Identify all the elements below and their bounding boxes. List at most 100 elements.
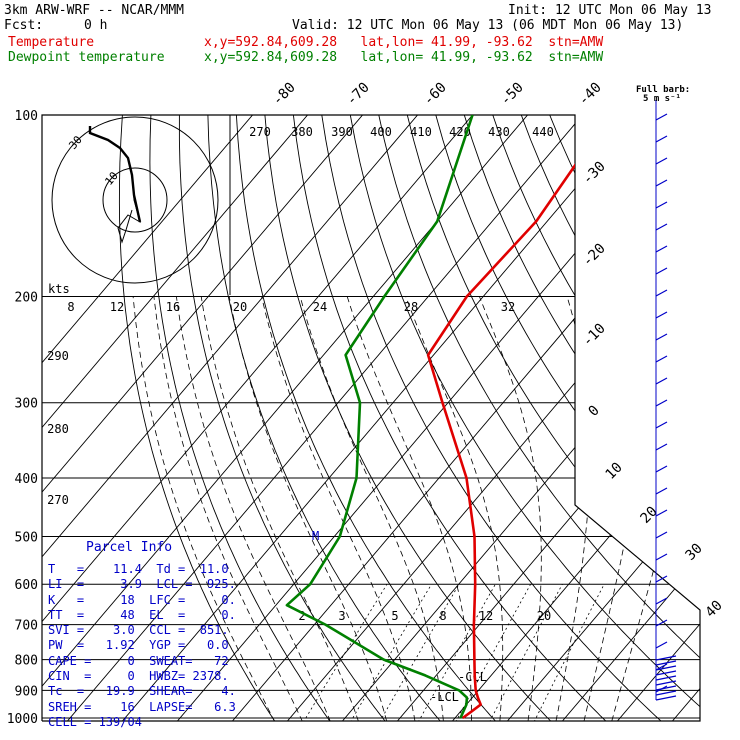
model-name: 3km ARW-WRF -- NCAR/MMM <box>4 3 185 18</box>
dewpoint-location: x,y=592.84,609.28 lat,lon= 41.99, -93.62… <box>204 50 604 65</box>
dry-adiabat-line <box>456 115 700 721</box>
dry-adiabat-line <box>178 115 394 721</box>
wind-barb <box>655 135 668 143</box>
dry-adiabat-line <box>118 115 282 721</box>
hodograph-ring-outer <box>51 116 219 284</box>
temperature-line <box>426 115 612 720</box>
wind-barb <box>655 531 668 539</box>
isotherm-label: -10 <box>580 321 609 350</box>
wind-barb-low <box>655 665 677 671</box>
theta-label: 390 <box>331 125 353 139</box>
wind-barbs <box>655 100 677 701</box>
parcel-row: TT = 48 EL = 0. <box>48 607 236 622</box>
wind-barb <box>655 597 668 605</box>
wind-barb <box>655 355 668 363</box>
plot-frame <box>41 114 701 722</box>
dry-adiabat-line <box>649 115 700 721</box>
mixing-ratio-label: 5 <box>391 609 398 623</box>
wind-barb <box>655 641 668 649</box>
isotherm-line <box>58 115 607 721</box>
theta-label: 440 <box>532 125 554 139</box>
isotherm-line <box>42 115 332 721</box>
isotherm-label: -70 <box>344 80 373 109</box>
dry-adiabat-line <box>594 115 700 721</box>
dewpoint-line <box>285 115 474 719</box>
isotherm-line <box>42 115 442 721</box>
pressure-tick-label: 900 <box>15 684 38 699</box>
moist-adiabat-line <box>261 296 417 721</box>
mixing-ratio-line <box>345 583 432 721</box>
isotherm-label: -80 <box>270 80 299 109</box>
dry-adiabat-label: 270 <box>47 493 69 507</box>
isotherm-line <box>223 115 700 721</box>
moist-adiabat-line <box>608 296 700 721</box>
hodograph-trace <box>88 126 142 223</box>
parcel-info-title: Parcel Info <box>86 540 173 555</box>
wind-barb-low <box>655 695 677 701</box>
dry-adiabat-label: 290 <box>47 349 69 363</box>
theta-label: 400 <box>370 125 392 139</box>
hodograph-speed-label: 24 <box>313 300 327 314</box>
dry-adiabat-line <box>428 115 700 721</box>
dry-adiabat-line <box>483 115 700 721</box>
parcel-row: K = 18 LFC = 0. <box>48 592 236 607</box>
sounding-series <box>285 115 612 720</box>
moist-adiabat-line <box>299 296 445 721</box>
moist-adiabat-line <box>176 296 335 721</box>
wind-barb <box>655 377 668 385</box>
theta-label: 270 <box>249 125 271 139</box>
pressure-tick-label: 600 <box>15 578 38 593</box>
theta-label: 410 <box>410 125 432 139</box>
mixing-ratio-line <box>450 584 531 721</box>
hodograph-speed-label: 32 <box>501 300 515 314</box>
wind-barb-low <box>655 690 677 696</box>
valid-time: Valid: 12 UTC Mon 06 May 13 (06 MDT Mon … <box>292 18 684 33</box>
dry-adiabat-line <box>538 115 700 721</box>
wind-barb <box>655 509 668 517</box>
moist-adiabat-line <box>200 296 362 721</box>
isotherm-line <box>42 115 387 721</box>
pressure-tick-label: 800 <box>15 654 38 669</box>
isotherm-line <box>553 115 700 721</box>
moist-adiabat-line <box>405 296 504 721</box>
wind-barb <box>655 619 668 627</box>
moist-adiabat-line <box>132 296 280 721</box>
isotherm-label: -40 <box>576 80 605 109</box>
moist-adiabat-line <box>228 296 390 721</box>
isotherm-line <box>278 115 700 721</box>
pressure-tick-label: 100 <box>15 109 38 124</box>
hodograph-ring-label: 10 <box>102 169 120 188</box>
level-label: -CCL <box>458 670 487 684</box>
wind-barb-low <box>655 685 677 691</box>
wind-barb <box>655 157 668 165</box>
theta-label: 380 <box>291 125 313 139</box>
wind-barb <box>655 443 668 451</box>
parcel-row: SREH = 16 LAPSE= 6.3 <box>48 699 236 714</box>
mixing-ratio-line <box>529 584 605 721</box>
wind-barb <box>655 663 668 671</box>
pressure-tick-label: 700 <box>15 619 38 634</box>
isotherm-line <box>388 115 700 721</box>
wind-barb-low <box>655 675 677 681</box>
parcel-row: SVI = 3.0 CCL = 851. <box>48 623 229 638</box>
dry-adiabat-label: 280 <box>47 422 69 436</box>
isotherm-line <box>443 115 700 721</box>
wind-barb <box>655 113 668 121</box>
forecast-hour: 0 h <box>84 18 108 33</box>
hodograph-speed-label: 16 <box>166 300 180 314</box>
isotherm-line <box>608 115 700 721</box>
hodograph-speed-label: 28 <box>404 300 418 314</box>
wind-barb <box>655 201 668 209</box>
wind-barb <box>655 289 668 297</box>
wind-barb <box>655 311 668 319</box>
parcel-info-table: T = 11.4 Td = 11.0 LI = 3.9 LCL = 925. K =… <box>48 562 238 730</box>
wind-barb-low <box>655 670 677 676</box>
temperature-legend: Temperature <box>8 35 95 50</box>
level-label: -LCL <box>430 690 459 704</box>
wind-barb <box>655 421 668 429</box>
wind-barb <box>655 575 668 583</box>
dry-adiabat-line <box>345 115 700 721</box>
moist-adiabat-line <box>346 296 473 721</box>
